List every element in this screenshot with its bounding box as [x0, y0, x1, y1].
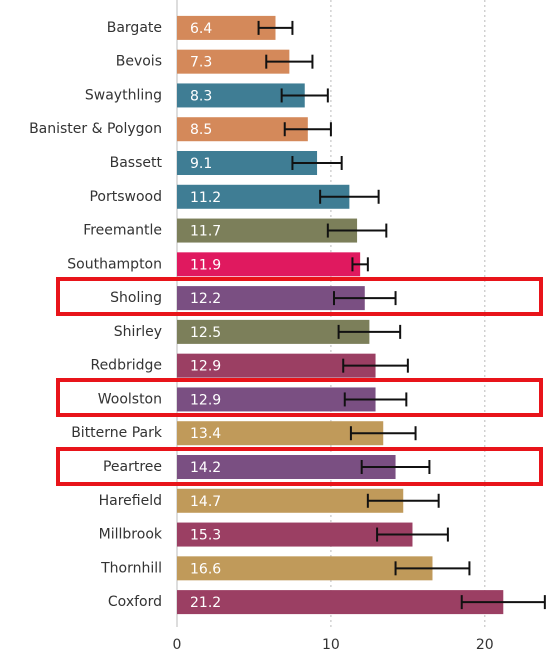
- value-label: 11.7: [190, 224, 221, 240]
- bar: [177, 590, 504, 615]
- error-bar: [360, 460, 431, 474]
- y-tick-label: Bevois: [116, 54, 162, 70]
- bar: [177, 421, 384, 446]
- value-label: 12.9: [190, 392, 221, 408]
- error-bar: [280, 88, 329, 103]
- value-label: 9.1: [190, 156, 212, 172]
- error-bar: [351, 257, 369, 272]
- error-bar: [342, 358, 409, 373]
- value-label: 6.4: [190, 21, 212, 37]
- bar: [177, 387, 376, 412]
- value-label: 14.7: [190, 494, 221, 510]
- error-bar: [291, 156, 343, 170]
- value-label: 14.2: [190, 460, 221, 476]
- value-label: 11.2: [190, 190, 221, 206]
- y-tick-label: Banister & Polygon: [29, 121, 162, 137]
- highlight-box: [56, 277, 543, 316]
- highlight-box: [56, 447, 543, 486]
- y-tick-label: Bargate: [107, 20, 162, 36]
- value-label: 16.6: [190, 561, 221, 577]
- value-label: 12.9: [190, 359, 221, 375]
- x-tick-label: 20: [476, 637, 494, 653]
- y-tick-label: Peartree: [103, 459, 162, 475]
- y-tick-label: Redbridge: [90, 358, 162, 374]
- y-tick-label: Freemantle: [83, 223, 162, 239]
- y-tick-label: Swaythling: [85, 87, 162, 103]
- bar: [177, 319, 370, 344]
- y-tick-label: Thornhill: [100, 560, 162, 576]
- bar: [177, 455, 396, 479]
- error-bar: [366, 493, 440, 508]
- y-tick-label: Shirley: [114, 324, 162, 340]
- error-bar: [343, 392, 408, 407]
- highlight-box: [56, 378, 543, 417]
- y-tick-label: Bitterne Park: [71, 425, 163, 441]
- y-tick-label: Millbrook: [99, 527, 163, 543]
- error-bar: [376, 527, 449, 542]
- error-bar: [257, 20, 294, 35]
- error-bar: [349, 426, 417, 441]
- y-tick-label: Woolston: [98, 391, 162, 407]
- value-label: 15.3: [190, 528, 221, 544]
- error-bar: [319, 189, 380, 204]
- error-bar: [326, 223, 388, 238]
- error-bar: [460, 595, 546, 610]
- value-label: 8.5: [190, 122, 212, 138]
- error-bar: [283, 122, 332, 137]
- error-bar: [265, 54, 314, 69]
- value-label: 21.2: [190, 595, 221, 611]
- x-tick-label: 0: [173, 637, 182, 653]
- y-tick-label: Sholing: [110, 290, 162, 306]
- y-tick-label: Portswood: [89, 189, 162, 205]
- bar: [177, 252, 361, 277]
- error-bar: [332, 291, 397, 306]
- y-tick-label: Coxford: [108, 594, 162, 610]
- value-label: 12.2: [190, 291, 221, 307]
- bar: [177, 522, 413, 547]
- bar: [177, 556, 433, 581]
- value-label: 13.4: [190, 426, 221, 442]
- value-label: 7.3: [190, 55, 212, 71]
- y-tick-label: Southampton: [67, 256, 162, 272]
- y-tick-label: Harefield: [99, 493, 162, 509]
- x-tick-label: 10: [322, 637, 340, 653]
- error-bar: [394, 561, 471, 576]
- bar: [177, 488, 404, 513]
- y-tick-label: Bassett: [110, 155, 163, 171]
- value-label: 11.9: [190, 257, 221, 273]
- error-bar: [337, 324, 402, 339]
- value-label: 8.3: [190, 88, 212, 104]
- value-label: 12.5: [190, 325, 221, 341]
